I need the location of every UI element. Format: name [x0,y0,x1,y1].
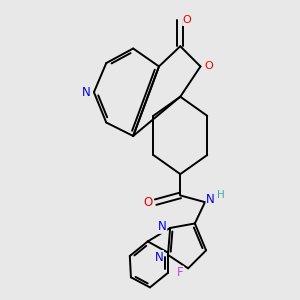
Text: N: N [158,220,167,233]
Text: O: O [143,196,152,209]
Text: N: N [82,86,90,99]
Text: O: O [204,61,213,71]
Text: O: O [183,16,191,26]
Text: H: H [217,190,224,200]
Text: N: N [154,250,163,264]
Text: F: F [177,266,184,279]
Text: N: N [206,194,215,206]
